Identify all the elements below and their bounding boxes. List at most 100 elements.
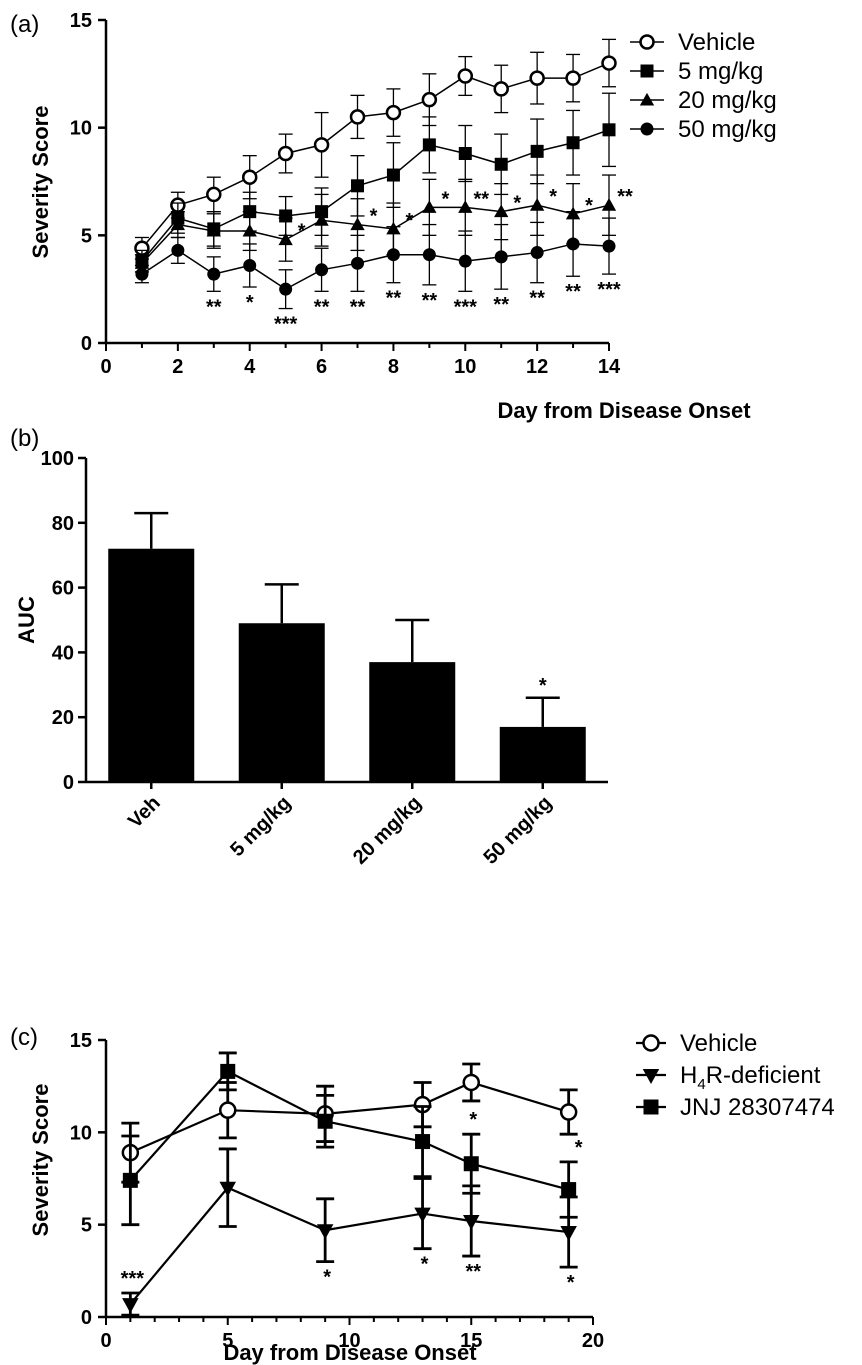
significance-mark: * — [323, 1267, 331, 1289]
data-point — [206, 223, 221, 237]
data-point — [421, 91, 438, 108]
data-point — [494, 204, 509, 218]
data-point — [279, 209, 293, 223]
data-point — [206, 186, 222, 203]
panel-c: (c) Day from Disease Onset Severity Scor… — [10, 1024, 835, 1365]
x-tick-label: 6 — [316, 356, 327, 378]
category-label: 5 mg/kg — [226, 792, 295, 861]
series-0 — [121, 1062, 578, 1184]
data-point — [602, 123, 616, 137]
data-point — [278, 232, 293, 246]
significance-mark: * — [370, 206, 378, 228]
x-tick-label: 2 — [172, 356, 183, 378]
data-point — [385, 104, 402, 121]
data-point — [386, 168, 400, 182]
y-tick-label: 5 — [81, 1215, 92, 1237]
significance-mark: ** — [314, 296, 330, 318]
data-point — [122, 1298, 139, 1314]
significance-mark: ** — [386, 288, 402, 310]
x-tick-label: 4 — [244, 356, 256, 378]
y-tick-label: 5 — [81, 225, 92, 247]
significance-mark: * — [298, 221, 306, 243]
data-point — [463, 1156, 479, 1172]
data-point — [314, 213, 329, 226]
bar-2 — [369, 662, 456, 782]
significance-mark: * — [575, 1137, 583, 1159]
legend-label: 20 mg/kg — [678, 87, 777, 114]
data-point — [463, 1214, 480, 1230]
category-label: Veh — [124, 792, 165, 833]
data-point — [566, 136, 580, 150]
x-tick-label: 0 — [100, 1330, 111, 1352]
panel-b: (b) AUC 0 20 40 60 80 100 Veh 5 mg/kg 20 mg/kg 50… — [10, 425, 608, 869]
legend-label: 50 mg/kg — [678, 116, 777, 143]
bar-1 — [238, 623, 325, 782]
data-point — [458, 200, 473, 213]
significance-mark: * — [567, 1272, 575, 1294]
data-point — [458, 254, 472, 268]
significance-mark: * — [549, 186, 557, 208]
series-line — [129, 1186, 569, 1305]
x-tick-label: 14 — [598, 356, 621, 378]
significance-mark: * — [441, 188, 449, 210]
data-point — [422, 248, 436, 262]
x-tick-label: 5 — [222, 1330, 233, 1352]
x-tick-label: 0 — [100, 356, 111, 378]
x-tick-label: 12 — [526, 356, 548, 378]
x-tick-label: 10 — [338, 1330, 360, 1352]
data-point — [561, 1182, 577, 1198]
data-point — [530, 144, 544, 158]
data-point — [219, 1101, 237, 1119]
significance-mark: ** — [473, 188, 489, 210]
significance-mark: *** — [121, 1268, 145, 1290]
data-point — [462, 1073, 480, 1092]
data-point — [602, 239, 616, 253]
data-point — [494, 157, 508, 171]
data-point — [220, 1063, 236, 1079]
data-point — [601, 198, 617, 211]
panel-b-ylabel: AUC — [14, 596, 39, 644]
series-1 — [134, 92, 616, 273]
data-point — [566, 237, 580, 251]
series-3 — [134, 210, 616, 310]
data-point — [170, 217, 186, 231]
data-point — [313, 137, 330, 153]
data-point — [559, 1103, 578, 1121]
panel-a-label: (a) — [10, 11, 39, 38]
series-line — [141, 204, 610, 264]
significance-mark: ** — [206, 296, 222, 318]
significance-mark: *** — [454, 296, 478, 318]
series-line — [129, 1081, 569, 1154]
y-tick-label: 0 — [81, 333, 92, 355]
significance-mark: ** — [350, 296, 366, 318]
y-tick-label: 60 — [52, 578, 74, 600]
data-point — [422, 138, 436, 152]
legend-marker — [640, 64, 654, 78]
legend-label: Vehicle — [680, 1030, 757, 1057]
significance-mark: ** — [422, 290, 438, 312]
data-point — [277, 145, 294, 162]
significance-mark: * — [421, 1254, 429, 1276]
y-tick-label: 20 — [52, 707, 74, 729]
data-point — [135, 267, 149, 281]
y-tick-label: 0 — [63, 772, 74, 794]
bar-3 — [499, 726, 586, 782]
panel-c-xlabel: Day from Disease Onset — [223, 1340, 477, 1365]
data-point — [349, 109, 366, 125]
data-point — [529, 70, 545, 86]
x-tick-label: 10 — [454, 356, 476, 378]
x-tick-label: 20 — [582, 1330, 604, 1352]
significance-mark: ** — [565, 281, 581, 303]
y-tick-label: 15 — [70, 1030, 92, 1052]
data-point — [351, 256, 364, 270]
y-tick-label: 80 — [52, 513, 74, 535]
data-point — [317, 1113, 333, 1129]
data-point — [494, 250, 508, 264]
data-point — [386, 248, 400, 262]
significance-mark: * — [513, 193, 521, 215]
legend-marker — [639, 34, 655, 50]
panel-c-label: (c) — [10, 1024, 38, 1051]
data-point — [422, 200, 437, 213]
